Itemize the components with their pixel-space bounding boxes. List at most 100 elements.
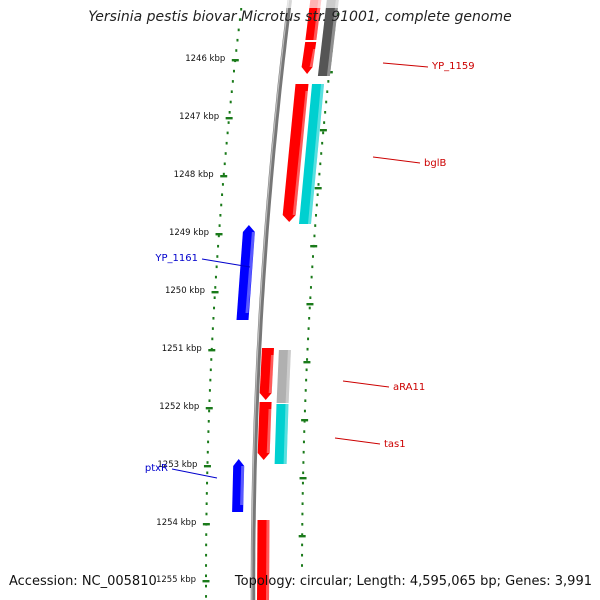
minor-tick: [209, 378, 212, 382]
feature-ara11-red: [259, 348, 274, 400]
minor-tick: [315, 214, 318, 217]
minor-tick: [236, 38, 239, 42]
tick-label: 1254 kbp: [156, 518, 196, 528]
feature-top-dark: [317, 0, 339, 76]
minor-tick: [205, 533, 208, 536]
minor-tick: [205, 512, 208, 516]
minor-tick: [235, 49, 238, 52]
minor-tick: [318, 172, 321, 176]
minor-tick: [311, 265, 314, 269]
minor-tick: [311, 255, 314, 258]
feature-shading: [245, 232, 255, 313]
feature-bottom-red: [257, 520, 270, 600]
minor-tick: [208, 409, 211, 413]
minor-tick: [308, 317, 311, 320]
feature-yp1159: [301, 42, 317, 74]
minor-tick: [206, 481, 209, 485]
genome-summary: Topology: circular; Length: 4,595,065 bp…: [234, 574, 592, 589]
minor-tick: [205, 543, 208, 547]
gene-label-connector: [382, 62, 429, 68]
minor-tick: [214, 286, 217, 289]
feature-shading: [283, 404, 289, 464]
feature-ptxr: [232, 459, 245, 512]
tick-label: 1252 kbp: [159, 402, 199, 412]
minor-tick: [237, 28, 240, 32]
minor-tick: [308, 306, 311, 310]
minor-tick: [226, 131, 229, 135]
backbone-highlight: [251, 0, 290, 600]
feature-shading: [309, 49, 317, 67]
minor-tick: [221, 193, 224, 196]
minor-tick: [314, 224, 317, 227]
major-tick: [314, 187, 322, 190]
feature-bglb-cyan: [299, 84, 324, 224]
top-fade: [0, 0, 600, 8]
minor-tick: [324, 111, 327, 114]
minor-tick: [306, 358, 309, 361]
minor-tick: [219, 214, 222, 217]
feature-shading: [285, 350, 291, 403]
minor-tick: [205, 553, 208, 557]
minor-tick: [225, 141, 228, 145]
minor-tick: [211, 337, 214, 341]
gene-label-layer: YP_1159 bglB YP_1161 aRA11 tas1 ptxR: [145, 61, 475, 479]
major-tick: [299, 477, 307, 480]
minor-tick: [301, 553, 304, 557]
minor-tick: [213, 306, 216, 310]
minor-tick: [221, 183, 224, 186]
feature-shading: [326, 0, 339, 76]
minor-tick: [222, 172, 225, 176]
minor-tick: [303, 430, 306, 433]
minor-tick: [227, 121, 230, 124]
minor-tick: [205, 574, 208, 578]
minor-tick: [232, 69, 235, 73]
minor-tick: [210, 358, 213, 361]
minor-tick: [220, 203, 223, 207]
minor-tick: [309, 286, 312, 289]
gene-label-yp_1161: YP_1161: [154, 253, 198, 264]
minor-tick: [215, 265, 218, 269]
minor-tick: [209, 368, 212, 372]
minor-tick: [301, 543, 304, 547]
minor-tick: [205, 584, 208, 588]
minor-tick: [205, 492, 208, 495]
minor-tick: [301, 564, 304, 567]
minor-tick: [207, 440, 210, 444]
minor-tick: [224, 152, 227, 155]
minor-tick: [301, 481, 304, 485]
minor-tick: [301, 533, 304, 536]
major-tick: [319, 129, 327, 132]
minor-tick: [208, 399, 211, 402]
major-tick: [205, 407, 213, 410]
minor-tick: [238, 18, 241, 21]
genome-backbone: [250, 0, 293, 600]
major-tick: [220, 175, 228, 178]
minor-tick: [301, 502, 304, 505]
minor-tick: [307, 327, 310, 330]
tick-label: 1251 kbp: [162, 344, 202, 354]
minor-tick: [206, 471, 209, 475]
major-tick: [203, 465, 211, 468]
gene-label-connector: [334, 437, 381, 445]
tick-label: 1255 kbp: [156, 575, 196, 585]
major-tick: [215, 233, 223, 236]
minor-tick: [208, 389, 211, 392]
minor-tick: [228, 111, 231, 114]
gene-label-ptxr: ptxR: [145, 463, 168, 474]
feature-bglb-red: [282, 84, 309, 222]
minor-tick: [302, 471, 305, 475]
minor-tick: [307, 337, 310, 341]
major-tick: [225, 117, 233, 120]
minor-tick: [213, 296, 216, 299]
feature-shading: [268, 355, 274, 393]
minor-tick: [310, 275, 313, 279]
minor-tick: [306, 347, 309, 351]
minor-tick: [304, 399, 307, 402]
accession-label: Accession: NC_005810: [9, 574, 157, 589]
minor-tick: [217, 244, 220, 248]
tick-track-right: [298, 8, 340, 567]
minor-tick: [315, 203, 318, 207]
minor-tick: [320, 152, 323, 155]
